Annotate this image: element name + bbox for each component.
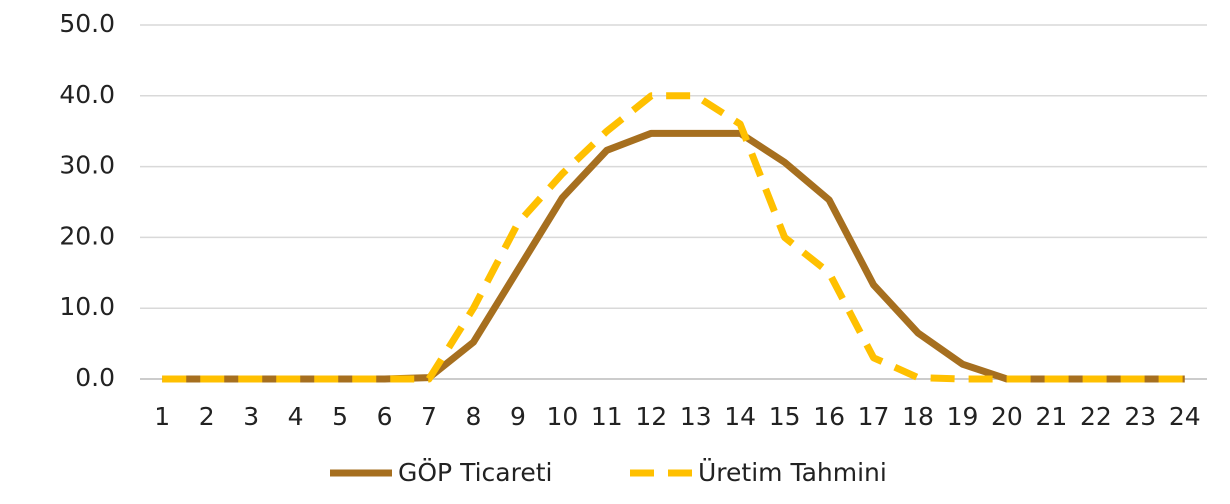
x-tick-label: 16 (813, 402, 845, 431)
x-tick-label: 2 (199, 402, 215, 431)
y-tick-label: 20.0 (59, 221, 115, 250)
x-tick-label: 8 (465, 402, 481, 431)
x-tick-label: 17 (858, 402, 890, 431)
series-line (162, 92, 1185, 383)
x-tick-label: 9 (510, 402, 526, 431)
legend-label: Üretim Tahmini (698, 458, 887, 487)
x-tick-label: 12 (635, 402, 667, 431)
x-tick-label: 4 (288, 402, 304, 431)
series-line (162, 129, 1185, 383)
x-tick-label: 3 (243, 402, 259, 431)
x-tick-label: 11 (591, 402, 623, 431)
y-tick-label: 30.0 (59, 151, 115, 180)
x-tick-label: 14 (724, 402, 756, 431)
x-tick-label: 24 (1169, 402, 1201, 431)
x-tick-label: 22 (1080, 402, 1112, 431)
x-tick-label: 15 (769, 402, 801, 431)
y-tick-label: 40.0 (59, 80, 115, 109)
legend-label: GÖP Ticareti (398, 458, 552, 487)
x-tick-label: 10 (546, 402, 578, 431)
x-tick-label: 20 (991, 402, 1023, 431)
x-tick-label: 7 (421, 402, 437, 431)
x-tick-label: 18 (902, 402, 934, 431)
x-tick-label: 13 (680, 402, 712, 431)
x-tick-label: 19 (947, 402, 979, 431)
y-tick-label: 50.0 (59, 9, 115, 38)
x-tick-label: 6 (377, 402, 393, 431)
x-tick-label: 1 (154, 402, 170, 431)
y-tick-label: 0.0 (75, 363, 115, 392)
x-tick-label: 5 (332, 402, 348, 431)
x-tick-label: 23 (1124, 402, 1156, 431)
x-tick-label: 21 (1035, 402, 1067, 431)
y-tick-label: 10.0 (59, 292, 115, 321)
